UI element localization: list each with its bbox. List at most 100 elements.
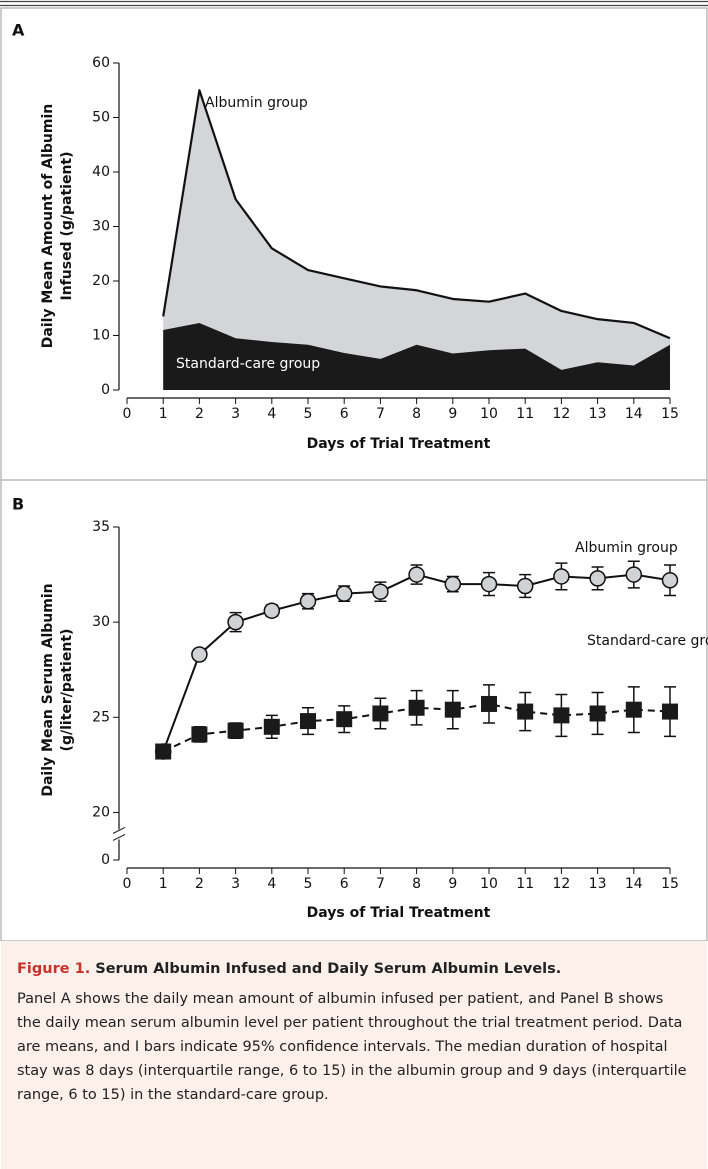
marker — [553, 707, 570, 724]
series-label: Albumin group — [205, 95, 308, 111]
marker — [589, 570, 606, 587]
marker — [408, 566, 425, 583]
x-tick-label: 3 — [231, 406, 240, 422]
x-tick-label: 4 — [267, 876, 276, 892]
y-axis-title: Daily Mean Serum Albumin — [40, 583, 56, 796]
y-tick-label: 50 — [92, 110, 110, 126]
marker — [444, 575, 462, 593]
x-tick-label: 8 — [412, 406, 421, 422]
y-tick-label: 20 — [92, 804, 110, 820]
marker — [372, 705, 389, 722]
marker — [155, 743, 172, 760]
y-tick-label: 40 — [92, 164, 110, 180]
marker — [191, 726, 208, 743]
x-tick-label: 5 — [304, 406, 313, 422]
y-tick-label: 35 — [92, 519, 110, 535]
marker — [661, 572, 679, 589]
x-tick-label: 13 — [589, 406, 607, 422]
x-axis-title: Days of Trial Treatment — [307, 905, 491, 921]
x-tick-label: 6 — [340, 406, 349, 422]
marker — [263, 602, 281, 619]
marker — [480, 575, 498, 593]
x-tick-label: 12 — [552, 406, 570, 422]
x-tick-label: 4 — [267, 406, 276, 422]
marker — [336, 711, 353, 728]
x-tick-label: 12 — [552, 876, 570, 892]
axis-break-gap — [116, 829, 122, 840]
x-axis-title: Days of Trial Treatment — [307, 436, 491, 452]
x-tick-label: 11 — [516, 406, 534, 422]
y-tick-label: 0 — [101, 382, 110, 398]
caption: Figure 1. Serum Albumin Infused and Dail… — [1, 941, 707, 1169]
y-tick-label: 0 — [101, 852, 110, 868]
x-tick-label: 1 — [159, 876, 168, 892]
panel-label: B — [12, 495, 24, 514]
y-tick-label: 30 — [92, 219, 110, 235]
x-tick-label: 7 — [376, 876, 385, 892]
marker — [299, 592, 317, 610]
marker — [662, 703, 678, 720]
marker — [589, 705, 606, 722]
x-tick-label: 2 — [195, 876, 204, 892]
x-tick-label: 0 — [123, 876, 132, 892]
y-tick-label: 25 — [92, 709, 110, 725]
marker — [517, 703, 534, 720]
x-tick-label: 11 — [516, 876, 534, 892]
marker — [263, 718, 280, 735]
caption-text: Panel A shows the daily mean amount of a… — [17, 991, 687, 1103]
marker — [191, 646, 208, 663]
x-tick-label: 14 — [625, 406, 643, 422]
x-tick-label: 13 — [589, 876, 607, 892]
marker — [553, 568, 570, 585]
marker — [227, 722, 244, 739]
x-tick-label: 15 — [661, 406, 679, 422]
axis-break — [112, 826, 126, 834]
caption-title: Serum Albumin Infused and Daily Serum Al… — [95, 961, 562, 977]
y-tick-label: 10 — [92, 328, 110, 344]
area-line — [162, 89, 671, 340]
axis-break — [112, 833, 126, 841]
x-tick-label: 10 — [480, 406, 498, 422]
series-label: Standard-care group — [587, 633, 708, 649]
series-line — [162, 702, 671, 753]
marker — [444, 701, 461, 718]
y-tick-label: 60 — [92, 55, 110, 71]
caption-label: Figure 1. — [17, 961, 91, 977]
panel-label: A — [12, 21, 25, 40]
x-tick-label: 1 — [159, 406, 168, 422]
x-tick-label: 14 — [625, 876, 643, 892]
y-tick-label: 30 — [92, 614, 110, 630]
marker — [300, 713, 316, 730]
x-tick-label: 10 — [480, 876, 498, 892]
marker — [372, 583, 389, 600]
x-tick-label: 2 — [195, 406, 204, 422]
marker — [625, 566, 643, 583]
x-tick-label: 7 — [376, 406, 385, 422]
marker — [625, 701, 642, 718]
x-tick-label: 0 — [123, 406, 132, 422]
series-label: Standard-care group — [176, 356, 320, 372]
panel-frame — [0, 479, 708, 941]
x-tick-label: 5 — [304, 876, 313, 892]
series-label: Albumin group — [575, 540, 678, 556]
marker — [516, 577, 534, 595]
area — [163, 90, 670, 390]
marker — [481, 695, 497, 712]
marker — [408, 699, 425, 716]
caption-heading: Figure 1. Serum Albumin Infused and Dail… — [17, 957, 691, 981]
y-axis-title: Daily Mean Amount of Albumin — [40, 104, 56, 348]
x-tick-label: 15 — [661, 876, 679, 892]
x-tick-label: 9 — [448, 406, 457, 422]
x-tick-label: 3 — [231, 876, 240, 892]
y-axis-title: Infused (g/patient) — [59, 151, 75, 300]
x-tick-label: 8 — [412, 876, 421, 892]
x-tick-label: 9 — [448, 876, 457, 892]
area — [163, 322, 670, 390]
marker — [335, 585, 353, 602]
y-axis-title: (g/liter/patient) — [59, 629, 75, 752]
marker — [227, 613, 244, 631]
y-tick-label: 20 — [92, 273, 110, 289]
x-tick-label: 6 — [340, 876, 349, 892]
